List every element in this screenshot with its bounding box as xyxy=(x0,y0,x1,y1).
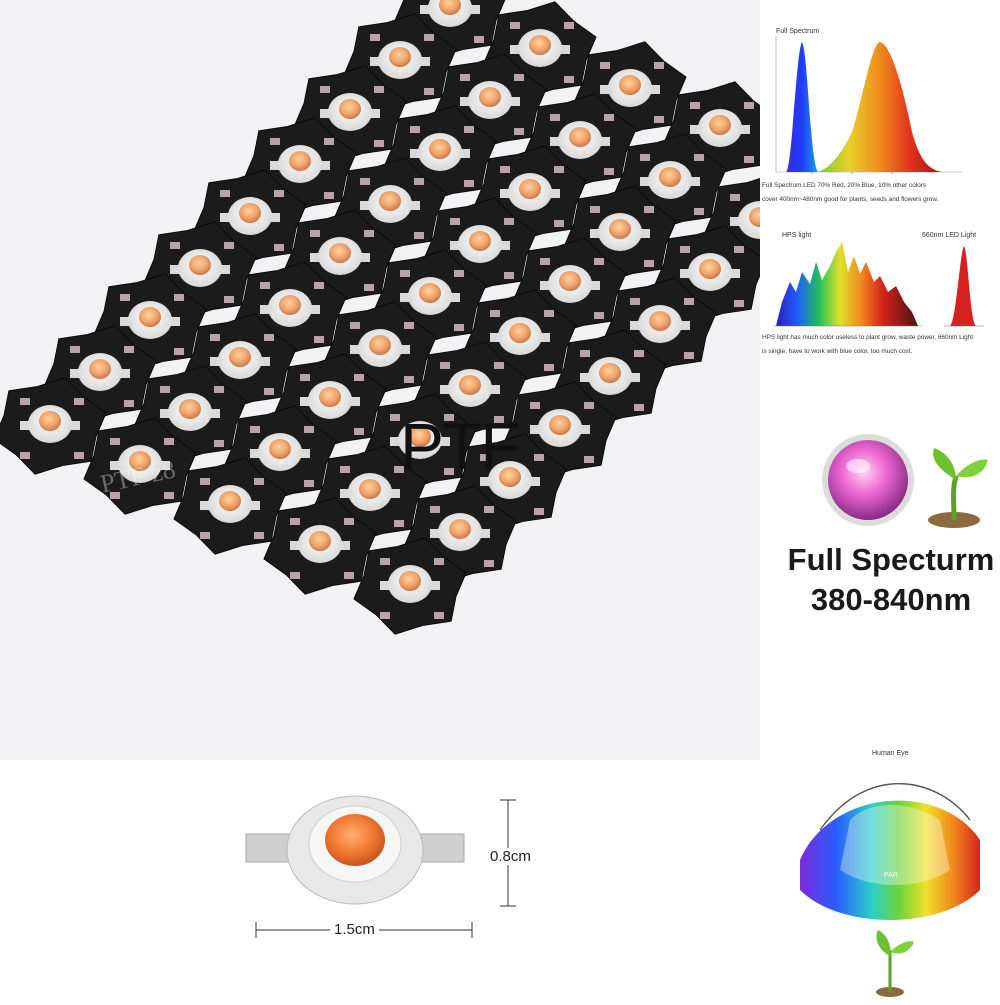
full-spectrum-badge-art xyxy=(822,434,988,528)
led-board xyxy=(353,537,467,635)
full-spectrum-caption-1: Full Spectrum LED 70% Red, 20% Blue, 10%… xyxy=(762,182,927,189)
height-dimension: 0.8cm xyxy=(488,848,533,865)
sprout-icon xyxy=(928,448,988,528)
hps-spectrum-plot xyxy=(774,242,984,327)
hps-label: HPS light xyxy=(782,232,812,239)
full-spectrum-plot xyxy=(775,36,962,174)
single-led-illustration xyxy=(245,795,516,938)
led-boards-illustration xyxy=(0,0,760,635)
full-spectrum-graph-title: Full Spectrum xyxy=(776,28,820,35)
par-label: PAR xyxy=(884,872,898,879)
hps-caption-1: HPS light has much color useless to plan… xyxy=(762,334,974,341)
hps-vs-led-graph: HPS light 660nm LED Light HPS light has … xyxy=(762,222,998,372)
full-spectrum-graph: Full Spectrum Full Spectrum LED 70% Red,… xyxy=(762,22,998,212)
led-board xyxy=(603,277,717,375)
led-boards-photo: PTF PTF z8 xyxy=(0,0,760,760)
full-spectrum-badge-text: Full Specturm 380-840nm xyxy=(782,540,1000,620)
hps-caption-2: is single, have to work with blue color,… xyxy=(762,348,913,355)
sprout-small-icon xyxy=(876,930,914,997)
led-board xyxy=(173,457,287,555)
full-spectrum-caption-2: cover 400nm~480nm good for plants, seeds… xyxy=(762,196,939,203)
badge-line-2: 380-840nm xyxy=(810,582,972,617)
human-eye-label: Human Eye xyxy=(872,750,909,757)
human-eye-spectrum: Human Eye PAR xyxy=(780,740,1000,1000)
led-660-label: 660nm LED Light xyxy=(922,232,977,239)
eye-spectrum-fan xyxy=(800,782,980,997)
badge-line-1: Full Specturm xyxy=(787,542,995,577)
led-board xyxy=(0,377,107,475)
led-board xyxy=(83,417,197,515)
led-board xyxy=(483,1,597,99)
watermark-text: PTF xyxy=(400,409,521,483)
led-board xyxy=(263,497,377,595)
width-dimension: 1.5cm xyxy=(330,921,379,938)
